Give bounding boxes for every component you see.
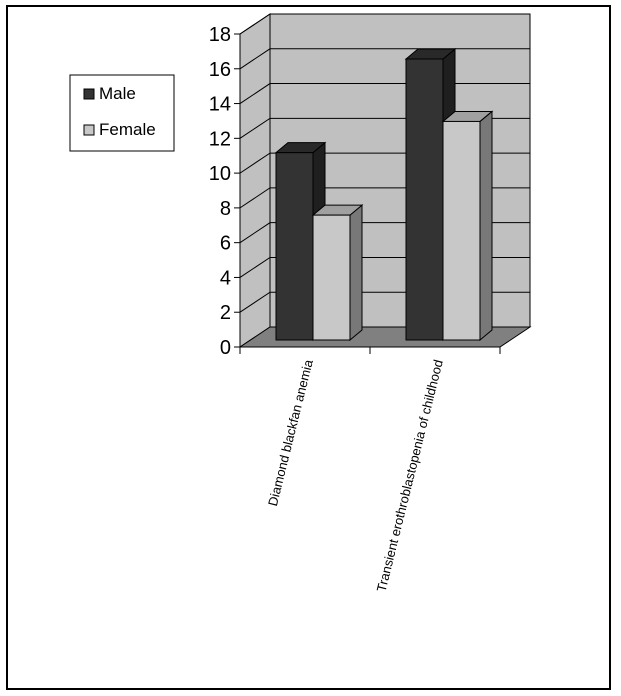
x-category-label: Transient erothroblastopenia of childhoo… [374,358,446,593]
bar-female [442,120,481,341]
bar-side-female [479,110,493,342]
side-wall [239,13,271,348]
gridline [239,13,530,35]
y-tick-label: 6 [220,233,231,255]
y-tick-label: 18 [209,24,231,46]
legend-swatch-male [83,88,95,100]
y-tick-label: 12 [209,128,231,150]
bar-male [405,58,444,341]
legend-label-female: Female [99,120,156,139]
y-tick-label: 8 [220,198,231,220]
y-tick-label: 14 [209,94,231,116]
x-category-label: Diamond blackfan anemia [265,357,316,507]
legend-label-male: Male [99,84,136,103]
y-tick-label: 4 [220,267,231,289]
y-tick-label: 10 [209,163,231,185]
y-tick-label: 0 [220,337,231,359]
chart-frame [6,5,611,690]
bar-side-female [349,204,363,342]
bar-male [275,152,314,341]
y-tick-label: 16 [209,59,231,81]
y-tick-label: 2 [220,302,231,324]
bar-female [312,214,351,341]
legend-swatch-female [83,124,95,136]
legend-box [69,74,175,152]
